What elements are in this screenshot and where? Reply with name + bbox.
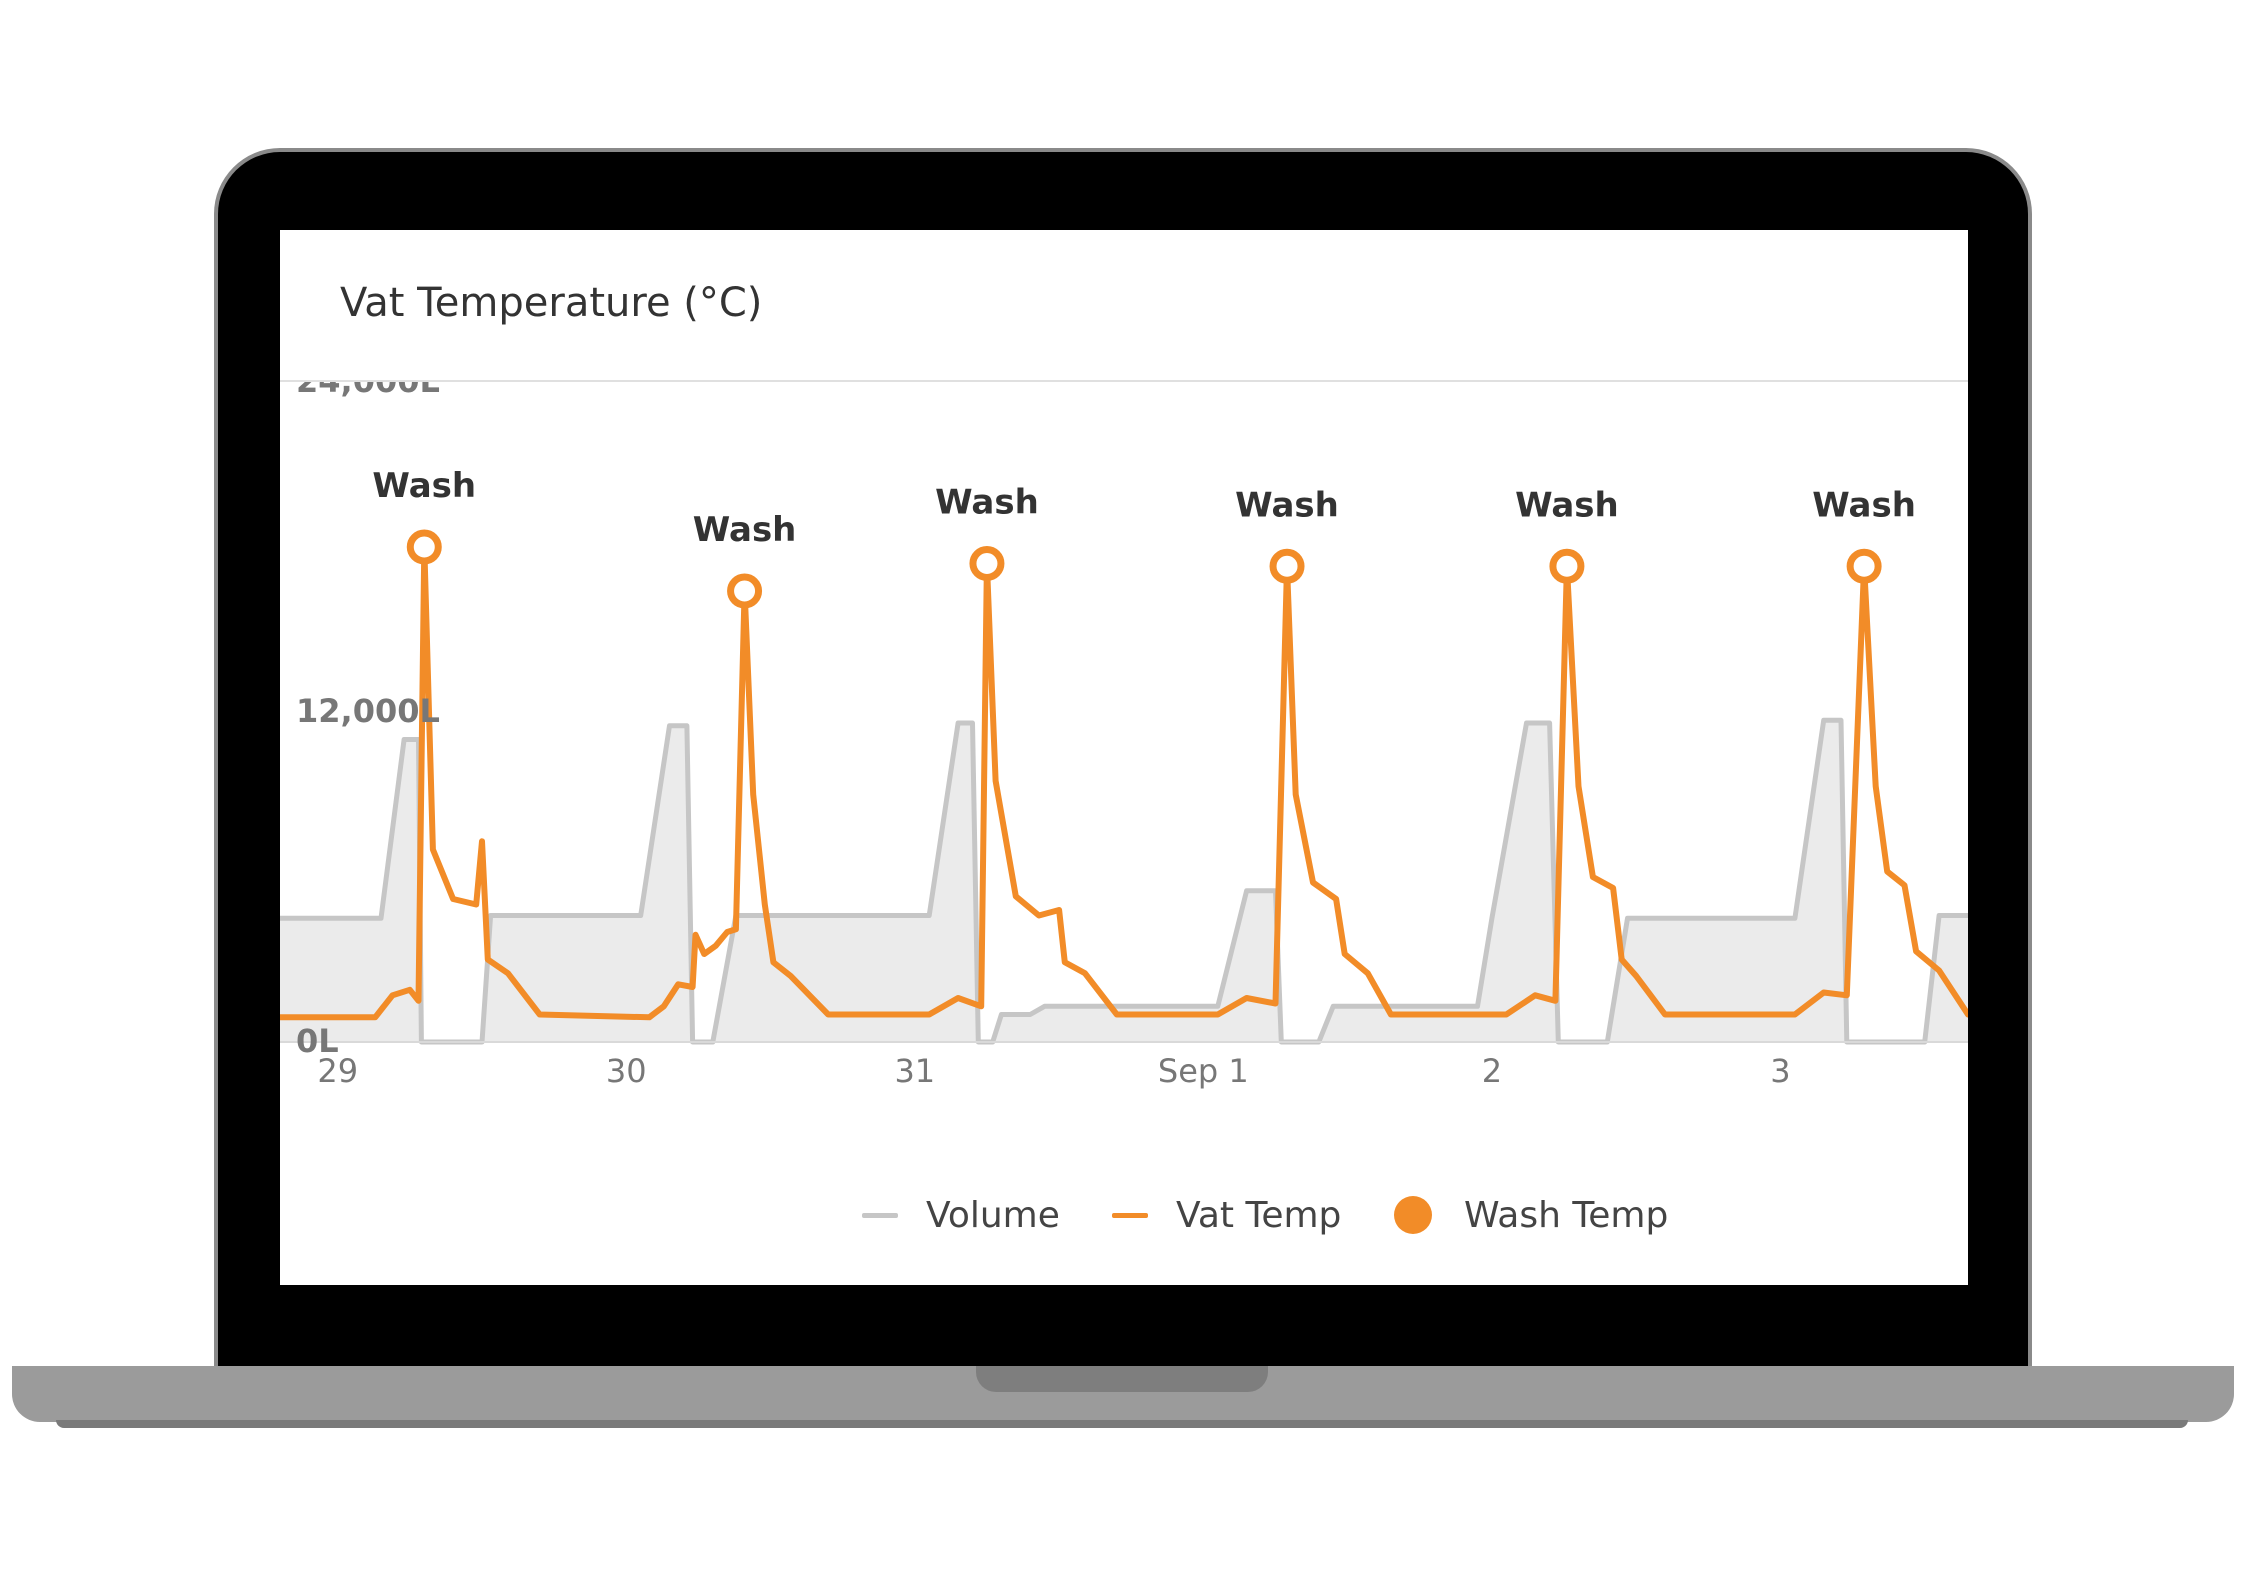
x-tick-label-3: Sep 1 [1158, 1052, 1249, 1090]
wash-marker-1 [727, 573, 763, 609]
wash-label-4: Wash [1515, 485, 1619, 525]
wash-marker-4 [1549, 548, 1585, 584]
wash-label-2: Wash [935, 483, 1039, 523]
legend-item-vat-temp[interactable]: Vat Temp [1112, 1180, 1341, 1250]
wash-marker-5 [1846, 548, 1882, 584]
wash-label-3: Wash [1235, 485, 1339, 525]
legend-item-wash-temp[interactable]: Wash Temp [1394, 1180, 1668, 1250]
x-tick-label-1: 30 [606, 1052, 647, 1090]
laptop-notch [976, 1366, 1268, 1392]
wash-marker-2 [969, 546, 1005, 581]
y-tick-label-1: 12,000L [296, 692, 440, 730]
legend-swatch-wash-temp [1394, 1196, 1432, 1234]
vat-temp-line [280, 544, 1968, 1021]
x-tick-label-2: 31 [894, 1052, 935, 1090]
x-tick-label-5: 3 [1770, 1052, 1790, 1090]
laptop-foot [56, 1420, 2188, 1428]
wash-label-0: Wash [372, 466, 476, 506]
legend-label-wash-temp: Wash Temp [1464, 1194, 1669, 1236]
legend-label-volume: Volume [926, 1194, 1060, 1236]
chart-legend: Volume Vat Temp Wash Temp [280, 1180, 1968, 1250]
card-header: Vat Temperature (°C) [280, 230, 1968, 382]
legend-swatch-volume [862, 1212, 898, 1218]
laptop-screen: Vat Temperature (°C) Wash Wash Wash Wash Was… [280, 230, 1968, 1285]
y-tick-label-2: 0L [296, 1022, 339, 1060]
vat-temperature-chart: Wash Wash Wash Wash Wash Wash 24,000L 12,000L 0L… [280, 382, 1968, 1090]
wash-label-5: Wash [1812, 485, 1916, 525]
y-tick-label-0: 24,000L [296, 382, 440, 400]
wash-marker-0 [406, 529, 442, 565]
legend-swatch-vat-temp [1112, 1212, 1148, 1218]
legend-item-volume[interactable]: Volume [862, 1180, 1060, 1250]
wash-label-1: Wash [693, 510, 797, 550]
volume-area [280, 720, 1968, 1042]
x-tick-label-0: 29 [317, 1052, 358, 1090]
wash-marker-3 [1269, 548, 1305, 584]
chart-title: Vat Temperature (°C) [340, 280, 763, 326]
legend-label-vat-temp: Vat Temp [1176, 1194, 1342, 1236]
x-tick-label-4: 2 [1482, 1052, 1502, 1090]
